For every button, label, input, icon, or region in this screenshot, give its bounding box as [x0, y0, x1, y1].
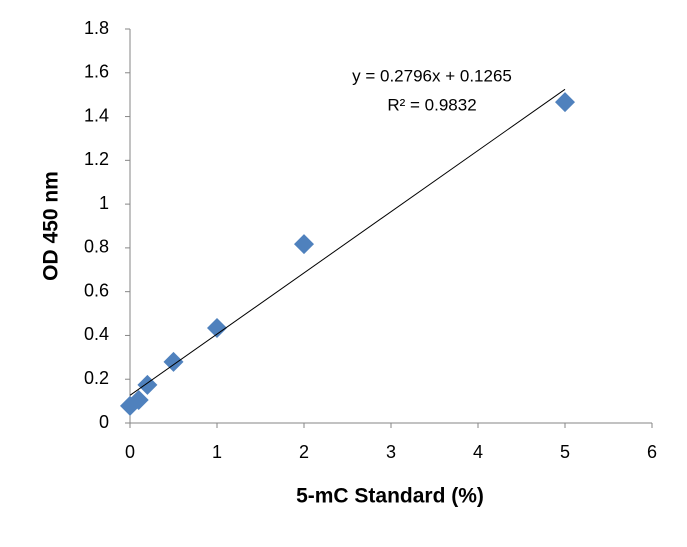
y-tick-label: 1.4 [84, 105, 109, 125]
x-tick-label: 0 [125, 442, 135, 462]
trendline-equation: y = 0.2796x + 0.1265 [352, 66, 512, 85]
y-axis-title: OD 450 nm [40, 171, 63, 281]
x-tick-label: 2 [299, 442, 309, 462]
r-squared: R² = 0.9832 [387, 95, 476, 114]
x-tick-label: 6 [647, 442, 657, 462]
x-tick-label: 1 [212, 442, 222, 462]
y-tick-label: 0.8 [84, 237, 109, 257]
y-tick-label: 1.8 [84, 18, 109, 38]
data-point [128, 390, 149, 411]
y-tick-label: 1.6 [84, 62, 109, 82]
data-point [207, 318, 227, 339]
data-point [163, 351, 184, 372]
x-tick-label: 3 [386, 442, 396, 462]
y-tick-label: 1 [99, 193, 109, 213]
x-axis-title: 5-mC Standard (%) [296, 485, 484, 508]
y-tick-label: 0.2 [84, 368, 109, 388]
data-point [555, 92, 575, 113]
y-tick-label: 0.4 [84, 324, 109, 344]
y-tick-label: 0.6 [84, 280, 109, 300]
trendline [129, 88, 566, 396]
x-tick-label: 5 [560, 442, 570, 462]
y-tick-label: 0 [99, 412, 109, 432]
y-tick-label: 1.2 [84, 149, 109, 169]
data-point [294, 234, 314, 255]
x-tick-label: 4 [473, 442, 483, 462]
